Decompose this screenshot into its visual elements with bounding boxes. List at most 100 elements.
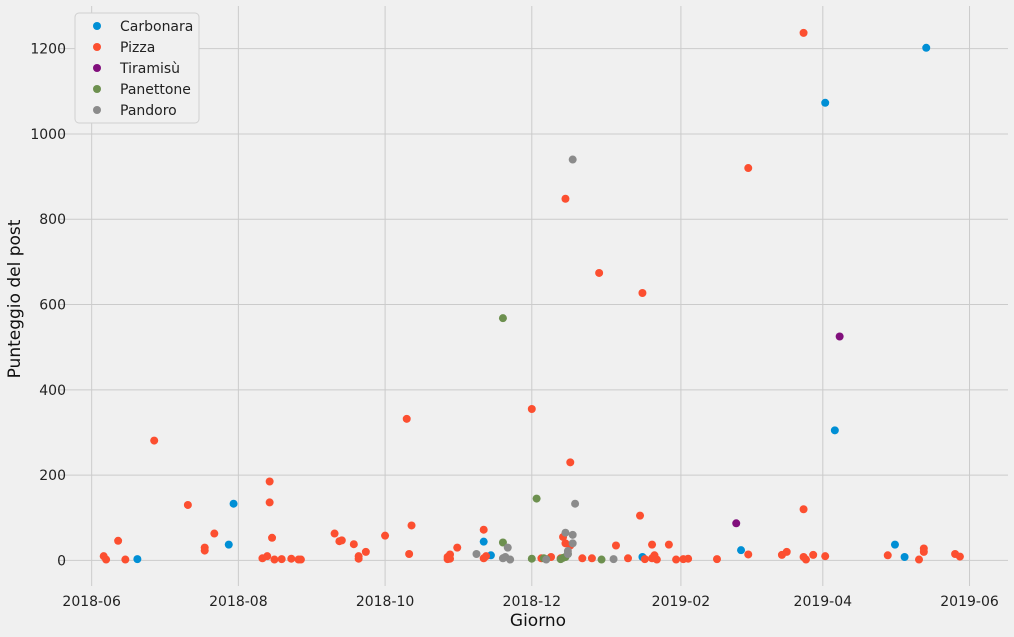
- data-point: [672, 555, 681, 564]
- data-point: [265, 498, 274, 507]
- data-point: [652, 555, 661, 564]
- data-point: [210, 529, 219, 538]
- data-point: [883, 551, 892, 560]
- legend-label: Carbonara: [120, 19, 193, 35]
- data-point: [587, 554, 596, 563]
- data-point: [270, 555, 279, 564]
- data-point: [821, 552, 830, 561]
- x-tick-label: 2018-12: [503, 594, 562, 610]
- data-point: [330, 529, 339, 538]
- data-point: [684, 554, 693, 563]
- data-points: [99, 28, 964, 564]
- legend-box: [74, 12, 200, 124]
- data-point: [799, 505, 808, 514]
- legend-label: Panettone: [120, 82, 191, 98]
- data-point: [200, 546, 209, 555]
- data-point: [664, 540, 673, 549]
- data-point: [527, 554, 536, 563]
- legend: Carbonara Pizza Tiramisù Panettone Pandoro: [74, 12, 200, 124]
- x-tick-label: 2018-08: [209, 594, 268, 610]
- y-axis-title: Punteggio del post: [5, 219, 25, 378]
- data-point: [782, 547, 791, 556]
- data-point: [624, 554, 632, 563]
- data-point: [568, 539, 577, 548]
- data-point: [732, 519, 741, 528]
- data-point: [150, 436, 159, 445]
- data-point: [532, 494, 541, 503]
- data-point: [809, 550, 818, 559]
- x-tick-label: 2019-06: [940, 594, 999, 610]
- data-point: [578, 554, 587, 563]
- data-point: [922, 43, 931, 52]
- data-point: [479, 525, 488, 534]
- y-tick-label: 1000: [30, 127, 66, 143]
- legend-marker: [93, 85, 101, 93]
- data-point: [337, 536, 346, 545]
- x-tick-label: 2019-02: [652, 594, 711, 610]
- data-point: [503, 543, 512, 552]
- data-point: [482, 552, 491, 561]
- data-point: [506, 555, 515, 564]
- data-point: [121, 555, 130, 564]
- legend-label: Pizza: [120, 40, 155, 56]
- data-point: [268, 533, 277, 542]
- series-panettone: [498, 314, 606, 564]
- x-axis-title: Giorno: [510, 611, 566, 631]
- data-point: [744, 550, 753, 559]
- data-point: [542, 555, 551, 564]
- y-tick-label: 600: [39, 298, 66, 314]
- data-point: [561, 528, 570, 537]
- y-tick-label: 800: [39, 212, 66, 228]
- series-tiramis-: [732, 332, 844, 528]
- data-point: [133, 555, 142, 564]
- data-point: [405, 550, 414, 559]
- data-point: [595, 268, 604, 277]
- data-point: [263, 552, 272, 561]
- data-point: [568, 155, 577, 164]
- legend-marker: [93, 64, 101, 72]
- data-point: [835, 332, 844, 341]
- data-point: [955, 552, 964, 561]
- data-point: [799, 28, 808, 37]
- data-point: [407, 521, 416, 530]
- data-point: [296, 555, 305, 564]
- data-point: [446, 554, 455, 563]
- x-tick-label: 2018-06: [62, 594, 121, 610]
- data-point: [636, 511, 645, 520]
- data-point: [611, 541, 620, 550]
- y-tick-label: 0: [57, 553, 66, 569]
- data-point: [821, 98, 830, 107]
- data-point: [597, 555, 606, 564]
- data-point: [737, 546, 746, 555]
- legend-label: Tiramisù: [119, 61, 180, 77]
- y-tick-label: 1200: [30, 42, 66, 58]
- data-point: [638, 289, 647, 298]
- data-point: [571, 499, 580, 508]
- y-tick-label: 200: [39, 468, 66, 484]
- data-point: [566, 458, 575, 467]
- data-point: [287, 554, 296, 563]
- data-point: [381, 531, 390, 540]
- data-point: [183, 500, 192, 509]
- series-pizza: [99, 28, 964, 564]
- data-point: [453, 543, 462, 552]
- data-point: [609, 555, 618, 564]
- data-point: [479, 537, 488, 546]
- data-point: [498, 538, 507, 547]
- data-point: [744, 164, 753, 173]
- legend-marker: [93, 43, 101, 51]
- data-point: [498, 314, 507, 323]
- data-point: [472, 550, 481, 559]
- data-point: [648, 540, 657, 549]
- data-point: [640, 555, 649, 564]
- data-point: [224, 540, 233, 549]
- legend-marker: [93, 22, 101, 30]
- y-axis-ticks: 0 200 400 600 800 1000 1200: [30, 42, 66, 570]
- data-point: [890, 540, 899, 549]
- data-point: [900, 553, 909, 561]
- data-point: [114, 536, 123, 545]
- x-tick-label: 2018-10: [356, 594, 415, 610]
- data-point: [568, 530, 577, 539]
- data-point: [712, 555, 721, 564]
- x-tick-label: 2019-04: [794, 594, 853, 610]
